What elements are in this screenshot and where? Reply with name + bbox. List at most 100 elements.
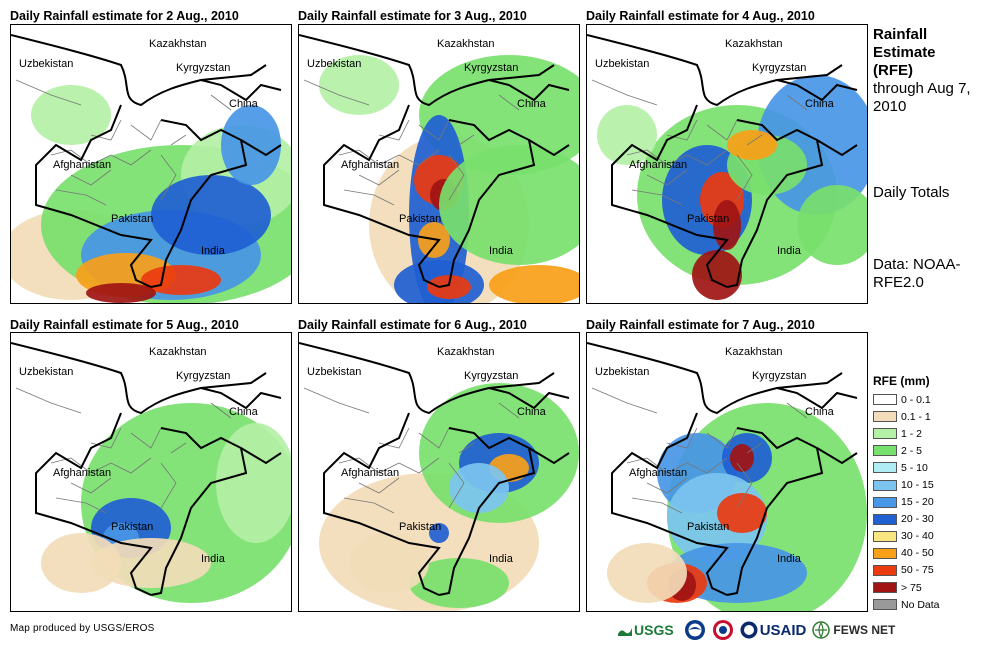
legend-item: 40 - 50 bbox=[873, 545, 940, 562]
legend-label: 2 - 5 bbox=[901, 444, 923, 457]
country-label-kazakhstan: Kazakhstan bbox=[725, 38, 782, 50]
country-border bbox=[488, 79, 570, 102]
country-border bbox=[150, 427, 248, 596]
country-label-kazakhstan: Kazakhstan bbox=[725, 346, 782, 358]
country-label-afghanistan: Afghanistan bbox=[53, 159, 111, 171]
rainfall-area bbox=[427, 275, 471, 299]
legend-swatch bbox=[873, 411, 897, 423]
province-border bbox=[358, 169, 400, 186]
province-border bbox=[786, 402, 808, 419]
province-border bbox=[626, 149, 688, 166]
country-label-kazakhstan: Kazakhstan bbox=[437, 346, 494, 358]
rainfall-area bbox=[31, 85, 111, 145]
legend-item: 15 - 20 bbox=[873, 494, 940, 511]
usgs-wave-icon bbox=[618, 628, 632, 636]
side-title: Rainfall Estimate (RFE) bbox=[873, 26, 936, 79]
legend-label: 5 - 10 bbox=[901, 461, 928, 474]
province-border bbox=[686, 457, 728, 474]
legend-item: 2 - 5 bbox=[873, 442, 940, 459]
country-border bbox=[35, 412, 153, 596]
fewsnet-logo-text: FEWS NET bbox=[833, 623, 896, 637]
province-border bbox=[706, 119, 738, 141]
province-border bbox=[50, 149, 112, 166]
legend-item: 5 - 10 bbox=[873, 459, 940, 476]
usgs-logo-text: USGS bbox=[634, 622, 674, 638]
country-label-pakistan: Pakistan bbox=[111, 521, 153, 533]
province-border bbox=[70, 477, 112, 494]
panel-title-aug5: Daily Rainfall estimate for 5 Aug., 2010 bbox=[10, 318, 239, 332]
country-label-uzbekistan: Uzbekistan bbox=[595, 58, 649, 70]
country-label-uzbekistan: Uzbekistan bbox=[307, 58, 361, 70]
agency-logos: USGS USAID FEWS NET bbox=[617, 617, 895, 643]
country-border bbox=[11, 34, 267, 107]
legend-label: 0 - 0.1 bbox=[901, 393, 931, 406]
side-data-source: Data: NOAA-RFE2.0 bbox=[873, 256, 961, 291]
usaid-seal-icon bbox=[740, 621, 758, 639]
province-border bbox=[458, 134, 475, 146]
rainfall-area bbox=[797, 185, 867, 265]
rainfall-area bbox=[429, 523, 449, 543]
rainfall-map: Kazakhstan Uzbekistan Kyrgyzstan China Afgha… bbox=[299, 342, 579, 611]
rainfall-map: Kazakhstan Uzbekistan Kyrgyzstan China Afgha… bbox=[11, 34, 291, 303]
country-border bbox=[299, 34, 555, 107]
province-border bbox=[110, 457, 152, 474]
legend-swatch bbox=[873, 547, 897, 559]
panel-title-aug3: Daily Rainfall estimate for 3 Aug., 2010 bbox=[298, 9, 527, 23]
province-border bbox=[736, 154, 753, 201]
rainfall-area bbox=[216, 423, 291, 543]
country-border bbox=[150, 119, 248, 288]
legend-label: 1 - 2 bbox=[901, 427, 923, 440]
province-border bbox=[15, 387, 82, 414]
country-label-kyrgyzstan: Kyrgyzstan bbox=[464, 370, 518, 382]
province-border bbox=[646, 169, 688, 186]
country-label-kyrgyzstan: Kyrgyzstan bbox=[752, 62, 806, 74]
country-label-pakistan: Pakistan bbox=[687, 521, 729, 533]
country-label-afghanistan: Afghanistan bbox=[53, 467, 111, 479]
country-border bbox=[240, 447, 282, 465]
province-border bbox=[303, 79, 370, 106]
country-label-afghanistan: Afghanistan bbox=[341, 467, 399, 479]
legend-item: 20 - 30 bbox=[873, 511, 940, 528]
country-label-uzbekistan: Uzbekistan bbox=[19, 366, 73, 378]
fewsnet-logo: FEWS NET bbox=[812, 621, 895, 639]
fewsnet-globe-icon bbox=[812, 621, 831, 639]
province-border bbox=[210, 94, 232, 111]
legend-item: 10 - 15 bbox=[873, 476, 940, 493]
legend-swatch bbox=[873, 394, 897, 406]
rainfall-area bbox=[86, 283, 156, 303]
rainfall-map: Kazakhstan Uzbekistan Kyrgyzstan China Afgha… bbox=[587, 342, 867, 611]
province-border bbox=[210, 402, 232, 419]
country-border bbox=[488, 387, 570, 410]
country-label-china: China bbox=[229, 98, 259, 110]
country-border bbox=[438, 119, 536, 288]
legend-swatch bbox=[873, 564, 897, 576]
province-border bbox=[170, 134, 187, 146]
country-label-kazakhstan: Kazakhstan bbox=[437, 38, 494, 50]
country-border bbox=[323, 104, 441, 288]
province-border bbox=[55, 497, 107, 514]
rainfall-area bbox=[141, 265, 221, 295]
legend-swatch bbox=[873, 479, 897, 491]
country-label-kazakhstan: Kazakhstan bbox=[149, 38, 206, 50]
legend-item: > 75 bbox=[873, 579, 940, 596]
legend-label: 40 - 50 bbox=[901, 547, 934, 560]
country-border bbox=[438, 427, 536, 596]
province-border bbox=[591, 79, 658, 106]
country-label-india: India bbox=[777, 553, 802, 565]
legend-title: RFE (mm) bbox=[873, 374, 930, 388]
province-border bbox=[110, 149, 152, 166]
country-label-india: India bbox=[489, 553, 514, 565]
rainfall-area bbox=[151, 175, 271, 255]
country-label-india: India bbox=[489, 245, 514, 257]
legend-item: 50 - 75 bbox=[873, 562, 940, 579]
province-border bbox=[448, 462, 465, 509]
province-border bbox=[418, 119, 450, 141]
province-border bbox=[398, 149, 440, 166]
province-border bbox=[50, 457, 112, 474]
legend-swatch bbox=[873, 496, 897, 508]
legend-swatch bbox=[873, 513, 897, 525]
province-border bbox=[736, 462, 753, 509]
province-border bbox=[170, 442, 187, 454]
rainfall-map: Kazakhstan Uzbekistan Kyrgyzstan China Afgha… bbox=[299, 34, 579, 303]
province-border bbox=[130, 427, 162, 449]
